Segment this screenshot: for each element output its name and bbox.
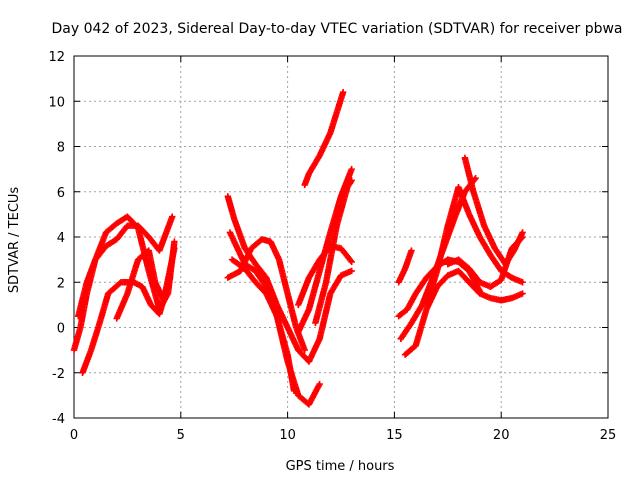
y-tick-label: 12 <box>48 50 65 65</box>
series-track-r <box>423 184 526 309</box>
data-point <box>518 234 525 242</box>
data-point <box>290 387 298 395</box>
x-axis-title: GPS time / hours <box>286 459 395 474</box>
series-track-q <box>401 267 526 358</box>
data-point <box>348 267 355 275</box>
series-track-l <box>305 267 355 365</box>
x-tick-label: 15 <box>386 428 403 443</box>
plot-axes <box>73 55 609 419</box>
y-axis-title: SDTVAR / TECUs <box>7 187 22 294</box>
y-tick-label: 6 <box>57 186 65 201</box>
y-tick-label: 10 <box>48 95 65 110</box>
data-point <box>408 247 415 254</box>
data-point <box>316 380 323 388</box>
series-track-s <box>461 154 526 268</box>
y-tick-labels: -4 -2 0 2 4 6 8 10 12 <box>48 50 65 427</box>
x-tick-label: 20 <box>493 428 510 443</box>
data-points <box>70 89 526 408</box>
series-track-h <box>228 256 298 395</box>
x-tick-label: 10 <box>279 428 296 443</box>
data-point <box>519 290 526 297</box>
series-track-m <box>312 177 355 327</box>
series-track-d <box>113 245 178 322</box>
y-tick-label: -4 <box>52 412 65 427</box>
data-point <box>301 346 308 354</box>
y-tick-label: 8 <box>57 141 65 156</box>
series-track-c <box>75 213 176 320</box>
x-tick-label: 25 <box>600 428 617 443</box>
x-tick-labels: 0 5 10 15 20 25 <box>70 428 616 443</box>
data-point <box>169 213 176 220</box>
data-point <box>339 89 347 96</box>
y-tick-label: 4 <box>57 231 65 246</box>
series-track-e <box>224 193 313 365</box>
grid-lines <box>74 56 608 418</box>
data-point <box>171 245 178 252</box>
data-point <box>519 279 526 286</box>
series-track-i <box>301 89 347 189</box>
series-track-n <box>395 247 415 286</box>
x-tick-label: 0 <box>70 428 78 443</box>
x-tick-label: 5 <box>177 428 185 443</box>
y-tick-label: 2 <box>57 276 65 291</box>
chart-title: Day 042 of 2023, Sidereal Day-to-day VTE… <box>51 21 622 37</box>
series-track-t <box>444 233 526 290</box>
data-point <box>348 165 355 173</box>
data-point <box>348 258 355 266</box>
data-point <box>171 238 178 245</box>
data-point <box>519 233 526 241</box>
y-tick-label: -2 <box>52 367 65 382</box>
series-track-g <box>224 236 308 354</box>
data-point <box>347 257 354 264</box>
data-point <box>472 174 479 182</box>
data-point <box>348 177 355 184</box>
y-tick-label: 0 <box>57 322 65 337</box>
